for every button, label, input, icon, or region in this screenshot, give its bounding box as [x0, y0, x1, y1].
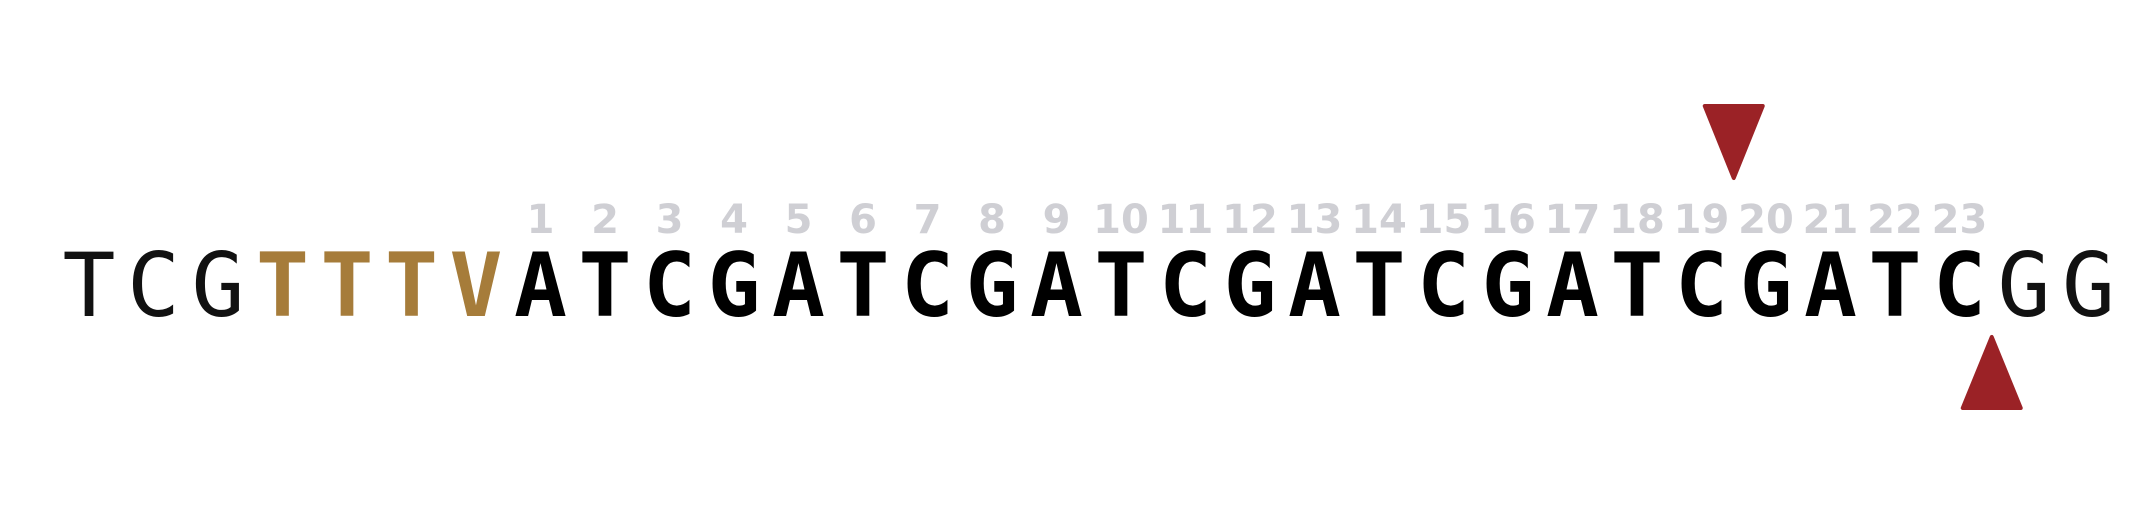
- bottom-strand-cut-marker: [1960, 335, 2023, 410]
- position-number: 7: [914, 197, 942, 243]
- flank-5-base: T: [63, 234, 116, 337]
- position-number: 22: [1867, 197, 1923, 243]
- position-number: 15: [1416, 197, 1472, 243]
- protospacer-base: T: [1353, 234, 1406, 337]
- protospacer-base: C: [1417, 234, 1470, 337]
- protospacer-base: C: [1675, 234, 1728, 337]
- flank-3-base: G: [2062, 234, 2115, 337]
- position-number: 9: [1043, 197, 1071, 243]
- pam-base: V: [450, 234, 503, 337]
- position-number: 21: [1803, 197, 1859, 243]
- protospacer-base: A: [1288, 234, 1341, 337]
- pam-base: T: [256, 234, 309, 337]
- position-number: 8: [978, 197, 1006, 243]
- position-number: 1: [527, 197, 555, 243]
- protospacer-base: G: [966, 234, 1019, 337]
- position-number: 16: [1480, 197, 1536, 243]
- protospacer-base: T: [1869, 234, 1922, 337]
- protospacer-base: G: [1740, 234, 1793, 337]
- protospacer-base: A: [1546, 234, 1599, 337]
- position-number: 4: [720, 197, 748, 243]
- flank-3-base: G: [1998, 234, 2051, 337]
- protospacer-base: A: [772, 234, 825, 337]
- top-strand-cut-marker: [1702, 104, 1765, 180]
- protospacer-base: C: [901, 234, 954, 337]
- protospacer-base: G: [1482, 234, 1535, 337]
- position-number: 6: [849, 197, 877, 243]
- cut-site-markers: [1702, 104, 2023, 410]
- position-number: 14: [1351, 197, 1407, 243]
- flank-5-base: C: [127, 234, 180, 337]
- position-number: 11: [1158, 197, 1214, 243]
- position-number: 23: [1932, 197, 1988, 243]
- protospacer-base: C: [643, 234, 696, 337]
- protospacer-base: G: [1224, 234, 1277, 337]
- position-number: 20: [1738, 197, 1794, 243]
- protospacer-base: T: [1611, 234, 1664, 337]
- protospacer-base: A: [1030, 234, 1083, 337]
- position-number: 3: [656, 197, 684, 243]
- protospacer-base: T: [837, 234, 890, 337]
- protospacer-base: T: [579, 234, 632, 337]
- position-number: 19: [1674, 197, 1730, 243]
- position-numbers: 1 2 3 4 5 6 7 8 9 10 11 12 13 14 15 16 17 18 19 20 21 22 23: [527, 197, 1988, 243]
- pam-base: T: [385, 234, 438, 337]
- protospacer-base: G: [708, 234, 761, 337]
- protospacer-base: T: [1095, 234, 1148, 337]
- protospacer-base: A: [514, 234, 567, 337]
- position-number: 18: [1609, 197, 1665, 243]
- protospacer-base: C: [1159, 234, 1212, 337]
- position-number: 2: [591, 197, 619, 243]
- pam-base: T: [321, 234, 374, 337]
- protospacer-base: C: [1933, 234, 1986, 337]
- position-number: 10: [1093, 197, 1149, 243]
- position-number: 17: [1545, 197, 1601, 243]
- protospacer-base: A: [1804, 234, 1857, 337]
- position-number: 13: [1287, 197, 1343, 243]
- flank-5-base: G: [192, 234, 245, 337]
- position-number: 5: [785, 197, 813, 243]
- position-number: 12: [1222, 197, 1278, 243]
